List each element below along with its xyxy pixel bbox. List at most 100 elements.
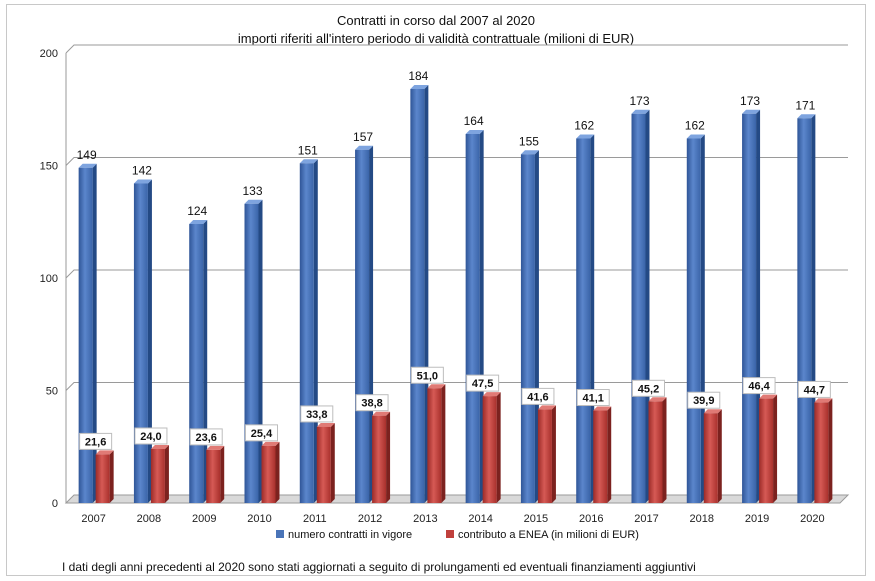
data-label-contratti: 142 xyxy=(132,164,152,178)
data-label-box xyxy=(355,394,389,412)
legend-swatch-contributo xyxy=(446,530,454,538)
data-label-contributo: 51,0 xyxy=(417,370,438,382)
bar-contributo xyxy=(814,398,833,503)
data-label-contributo: 41,1 xyxy=(583,393,604,405)
data-label-contributo: 21,6 xyxy=(85,436,106,448)
data-label-box xyxy=(632,379,665,397)
data-label-contratti: 157 xyxy=(353,130,373,144)
data-label-contributo: 25,4 xyxy=(251,428,273,440)
data-label-contributo: 41,6 xyxy=(527,391,548,403)
data-label-contratti: 162 xyxy=(685,119,705,133)
data-label-contributo: 24,0 xyxy=(140,431,161,443)
data-label-contratti: 173 xyxy=(629,94,649,108)
chart-title: Contratti in corso dal 2007 al 2020 xyxy=(337,13,535,28)
legend: numero contratti in vigore contributo a E… xyxy=(276,529,639,541)
data-label-contratti: 149 xyxy=(77,148,97,162)
bar-contratti xyxy=(299,159,318,503)
bar-contributo xyxy=(648,397,667,503)
data-label-contratti: 151 xyxy=(298,143,318,157)
gridline xyxy=(65,44,848,54)
y-tick-label: 150 xyxy=(40,161,58,173)
bar-contributo xyxy=(95,450,114,503)
x-tick-label: 2016 xyxy=(579,513,603,525)
legend-label-contributo: contributo a ENEA (in milioni di EUR) xyxy=(458,529,639,541)
x-tick-label: 2008 xyxy=(137,513,161,525)
bar-contributo xyxy=(316,422,335,503)
bar-contributo xyxy=(537,405,556,503)
bar-contratti xyxy=(465,130,484,503)
data-label-box xyxy=(797,380,831,398)
y-tick-label: 100 xyxy=(40,273,58,285)
chart-frame: Contratti in corso dal 2007 al 2020 impo… xyxy=(6,4,866,576)
data-label-contratti: 133 xyxy=(242,184,262,198)
data-label-box xyxy=(576,389,610,407)
grid-lines xyxy=(64,44,850,504)
data-label-contributo: 44,7 xyxy=(804,384,825,396)
data-label-box xyxy=(134,427,168,445)
plot-floor xyxy=(64,494,850,504)
bar-contratti xyxy=(133,179,152,503)
data-label-contratti: 173 xyxy=(740,94,760,108)
x-tick-label: 2012 xyxy=(358,513,382,525)
data-label-contratti: 162 xyxy=(574,119,594,133)
y-axis: 0 50 100 150 200 xyxy=(40,48,67,510)
data-label-contratti: 155 xyxy=(519,134,539,148)
bar-contributo xyxy=(206,445,225,503)
bar-contributo xyxy=(482,392,501,503)
data-label-box xyxy=(410,366,444,384)
y-tick-label: 50 xyxy=(46,386,58,398)
bar-contributo xyxy=(372,411,391,503)
data-label-box xyxy=(245,424,278,442)
legend-label-contratti: numero contratti in vigore xyxy=(288,529,412,541)
bar-contributo xyxy=(427,384,446,503)
y-tick-label: 200 xyxy=(40,48,58,60)
bar-contratti xyxy=(797,114,816,503)
bar-contratti xyxy=(244,199,263,503)
chart-subtitle: importi riferiti all'intero periodo di v… xyxy=(238,31,634,46)
data-label-contributo: 46,4 xyxy=(748,381,770,393)
bar-contributo xyxy=(703,409,722,503)
data-label-contratti: 184 xyxy=(408,69,428,83)
bar-contratti xyxy=(355,145,374,503)
data-label-contributo: 39,9 xyxy=(693,395,714,407)
bar-contratti xyxy=(631,109,650,503)
bar-contratti xyxy=(78,163,97,503)
x-tick-label: 2011 xyxy=(303,513,327,525)
bars-group: 149 21,6 142 24,0 124 23,6 133 25,4 151 33,8 157 38… xyxy=(77,69,833,503)
bar-contratti xyxy=(189,220,208,503)
bar-contributo xyxy=(759,394,778,503)
data-label-box xyxy=(687,391,721,409)
data-label-box xyxy=(79,432,113,450)
x-tick-label: 2019 xyxy=(745,513,769,525)
bar-contributo xyxy=(261,441,280,503)
data-label-box xyxy=(189,428,223,446)
bar-contratti xyxy=(520,150,539,503)
x-tick-label: 2013 xyxy=(413,513,437,525)
data-label-contributo: 45,2 xyxy=(638,383,659,395)
x-tick-label: 2017 xyxy=(634,513,658,525)
data-label-box xyxy=(466,374,500,392)
data-label-contratti: 171 xyxy=(795,98,815,112)
bar-contratti xyxy=(576,134,595,503)
data-label-box xyxy=(742,377,776,395)
footnote: I dati degli anni precedenti al 2020 son… xyxy=(62,560,696,574)
bar-contributo xyxy=(593,406,612,503)
data-label-box xyxy=(300,405,334,423)
bar-chart: Contratti in corso dal 2007 al 2020 impo… xyxy=(6,4,866,576)
legend-swatch-contratti xyxy=(276,530,284,538)
x-tick-label: 2015 xyxy=(524,513,548,525)
plot-back-wall xyxy=(66,45,848,503)
bar-contratti xyxy=(410,85,429,503)
data-label-contratti: 124 xyxy=(187,204,207,218)
data-label-contratti: 164 xyxy=(464,114,484,128)
data-label-box xyxy=(521,387,555,405)
bar-contratti xyxy=(742,109,761,503)
x-tick-label: 2010 xyxy=(247,513,271,525)
data-label-contributo: 47,5 xyxy=(472,378,493,390)
x-tick-label: 2009 xyxy=(192,513,216,525)
data-label-contributo: 33,8 xyxy=(306,409,327,421)
bar-contributo xyxy=(150,445,169,503)
x-axis: 2007 2008 2009 2010 2011 2012 2013 2014 2015 2016… xyxy=(81,513,824,525)
x-tick-label: 2018 xyxy=(690,513,714,525)
x-tick-label: 2007 xyxy=(81,513,105,525)
